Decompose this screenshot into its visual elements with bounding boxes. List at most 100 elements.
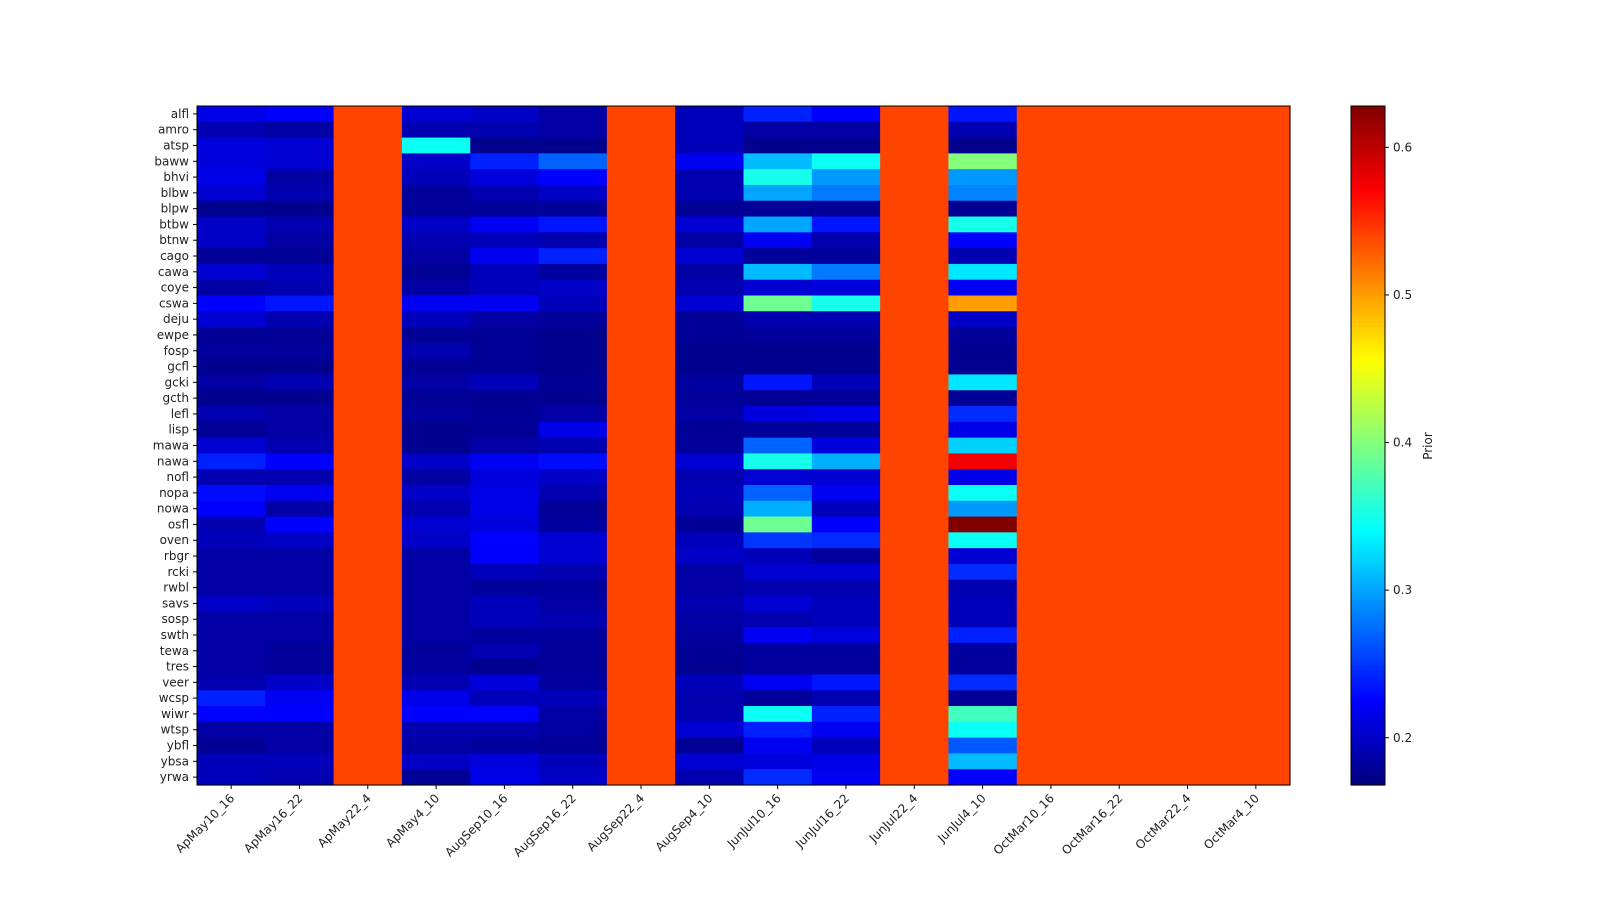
heatmap-cell [1221,279,1291,297]
heatmap-cell [606,200,676,218]
y-tick-label: wcsp [159,691,189,705]
heatmap-cell [333,563,403,581]
heatmap-cell [811,690,881,707]
heatmap-cell [948,721,1018,739]
heatmap-cell [675,516,745,533]
heatmap-cell [470,153,540,170]
heatmap-cell [401,753,471,770]
y-tick-label: fosp [164,344,189,358]
heatmap-cell [606,279,676,297]
colorbar-segment [1351,754,1385,759]
heatmap-cell [1221,169,1291,186]
heatmap-cell [1016,753,1086,770]
heatmap-cell [1153,184,1223,202]
heatmap-cell [880,279,950,297]
heatmap-cell [538,137,608,154]
heatmap-cell [880,169,950,186]
colorbar-segment [1351,764,1385,769]
colorbar-segment [1351,139,1385,144]
heatmap-cell [197,200,266,218]
colorbar-segment [1351,397,1385,402]
heatmap-cell [538,500,608,518]
heatmap-cell [675,484,745,502]
heatmap-cell [811,153,881,170]
heatmap-cell [1221,421,1291,439]
x-tick-label: AugSep10_16 [442,791,510,859]
heatmap-cell [880,548,950,565]
colorbar-segment [1351,768,1385,773]
heatmap-cell [1153,169,1223,186]
heatmap-cell [675,279,745,297]
heatmap-cell [333,374,403,391]
heatmap-cell [197,311,266,328]
heatmap-cell [880,674,950,691]
heatmap-cell [197,548,266,565]
heatmap-cell [470,200,540,218]
heatmap-cell [265,437,335,454]
heatmap-cell [333,106,403,123]
colorbar-segment [1351,292,1385,297]
colorbar-segment [1351,431,1385,436]
heatmap-cell [811,579,881,597]
heatmap-cell [1016,579,1086,597]
heatmap-cell [1085,548,1154,565]
heatmap-cell [1221,769,1291,786]
colorbar-segment [1351,285,1385,290]
heatmap-cell [743,611,813,628]
heatmap-cell [743,390,813,407]
heatmap-cell [538,216,608,233]
colorbar-segment [1351,608,1385,613]
heatmap-cell [880,563,950,581]
heatmap-cell [948,611,1018,628]
heatmap-cell [538,295,608,312]
heatmap-cell [743,216,813,233]
heatmap-cell [197,263,266,281]
heatmap-cell [811,232,881,249]
heatmap-cell [1085,358,1154,376]
colorbar-segment [1351,533,1385,538]
heatmap-cell [538,627,608,644]
colorbar-segment [1351,601,1385,606]
y-tick-label: baww [154,154,189,168]
colorbar-segment [1351,333,1385,338]
heatmap-cell [606,674,676,691]
heatmap-cell [333,437,403,454]
heatmap-cell [743,469,813,486]
colorbar-segment [1351,510,1385,514]
heatmap-cell [265,137,335,154]
colorbar-segment [1351,214,1385,219]
y-tick-label: lisp [168,423,189,437]
colorbar-segment [1351,153,1385,158]
colorbar-segment [1351,727,1385,732]
colorbar-segment [1351,639,1385,644]
heatmap-cell [880,769,950,786]
heatmap-cell [1016,106,1086,123]
heatmap-cell [675,453,745,470]
colorbar-segment [1351,340,1385,345]
heatmap-cell [1221,358,1291,376]
heatmap-cell [470,753,540,770]
heatmap-cell [606,106,676,123]
heatmap-cell [1153,753,1223,770]
colorbar-segment [1351,499,1385,504]
heatmap-cell [675,121,745,139]
heatmap-cell [401,690,471,707]
heatmap-cell [265,248,335,265]
colorbar-segment [1351,628,1385,633]
heatmap-cell [948,121,1018,139]
heatmap-cell [1153,153,1223,170]
heatmap-cell [197,106,266,123]
colorbar-segment [1351,652,1385,657]
heatmap-cell [1085,595,1154,612]
colorbar-segment [1351,421,1385,426]
heatmap-cell [265,627,335,644]
heatmap-cell [333,706,403,723]
heatmap-cell [470,437,540,454]
colorbar-segment [1351,319,1385,324]
colorbar-segment [1351,737,1385,742]
heatmap-cell [675,137,745,154]
heatmap-cell [1085,453,1154,470]
heatmap-cell [743,737,813,755]
heatmap-cell [197,406,266,423]
heatmap-cell [538,611,608,628]
